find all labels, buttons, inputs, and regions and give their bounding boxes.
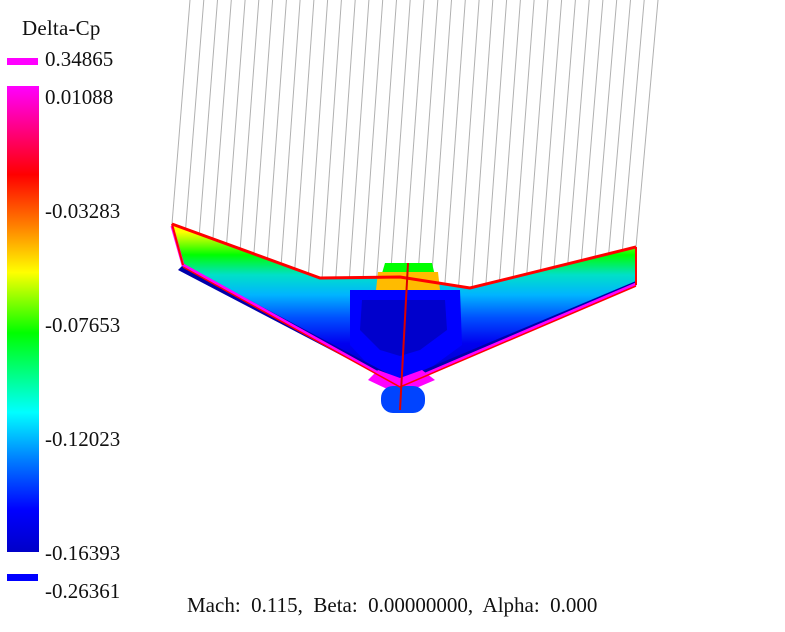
wake-line	[444, 0, 466, 285]
wake-line	[198, 0, 218, 235]
wake-line	[403, 0, 425, 278]
wake-line	[348, 0, 370, 278]
wake-line	[608, 0, 631, 254]
legend-tick: -0.16393	[45, 541, 121, 565]
wake-line	[553, 0, 576, 268]
wake-line	[226, 0, 246, 244]
wake-line	[526, 0, 549, 275]
wake-line	[362, 0, 384, 278]
wake-line	[621, 0, 645, 251]
legend-max-swatch	[7, 58, 38, 65]
wake-line	[185, 0, 205, 230]
wake-line	[580, 0, 604, 261]
legend-tick: 0.01088	[45, 85, 114, 109]
wake-line	[540, 0, 563, 271]
wing-tip-left	[171, 223, 184, 266]
legend-tick: -0.07653	[45, 313, 121, 337]
wake-line	[294, 0, 315, 269]
wing-nozzle	[381, 386, 425, 413]
wake-line	[239, 0, 260, 249]
wake-line	[567, 0, 590, 264]
wake-line	[376, 0, 397, 278]
legend-max-value: 0.34865	[45, 47, 114, 71]
wake-line	[280, 0, 301, 264]
wake-line	[512, 0, 535, 278]
wake-line	[471, 0, 494, 288]
wake-line	[212, 0, 232, 239]
wake-line	[417, 0, 439, 280]
legend-tick: -0.03283	[45, 199, 121, 223]
legend-title: Delta-Cp	[22, 16, 101, 40]
legend-tick: -0.12023	[45, 427, 121, 451]
wake-line	[335, 0, 356, 278]
legend-colorbar	[7, 86, 39, 552]
wake-line	[458, 0, 480, 287]
legend-min-swatch	[7, 574, 38, 581]
wake-lines	[171, 0, 659, 288]
flow-conditions: Mach: 0.115, Beta: 0.00000000, Alpha: 0.…	[187, 593, 598, 617]
wake-line	[171, 0, 191, 225]
legend-min-value: -0.26361	[45, 579, 121, 603]
wake-line	[267, 0, 287, 259]
wake-line	[499, 0, 521, 281]
wing-centerline	[399, 262, 409, 411]
wake-line	[635, 0, 659, 248]
wake-line	[308, 0, 329, 274]
wake-line	[389, 0, 411, 278]
wake-line	[594, 0, 618, 258]
wake-line	[485, 0, 508, 285]
wake-line	[253, 0, 274, 254]
wing-trailing-edge-line	[182, 266, 637, 388]
wake-line	[321, 0, 342, 279]
wake-line	[430, 0, 452, 282]
wing-leading-edge-outline	[171, 222, 637, 290]
